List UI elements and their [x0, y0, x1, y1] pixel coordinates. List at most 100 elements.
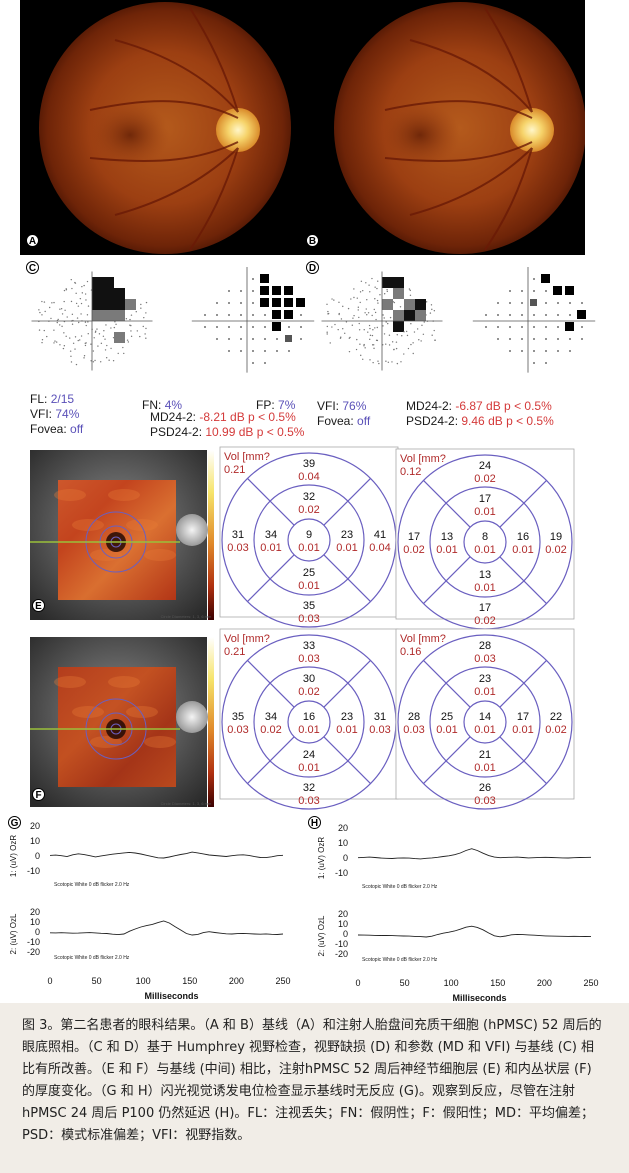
vf-prob-dot [545, 362, 547, 364]
vf-cell [92, 277, 103, 288]
vf-prob-dot [581, 326, 583, 328]
vf-dot [75, 292, 77, 295]
vf-cell [114, 310, 125, 321]
vf-dot [79, 297, 82, 300]
vf-dot [391, 361, 393, 363]
vf-dot [143, 316, 145, 319]
vf-dot [114, 321, 116, 323]
oct-heat-streak [72, 519, 104, 531]
oct-sector-divider [499, 660, 547, 708]
oct-inner-value: 21 [479, 749, 491, 761]
oct-outer-vol: 0.02 [403, 544, 424, 556]
vf-dot [326, 325, 329, 328]
vf-d-md: MD24-2: -6.87 dB p < 0.5% [406, 399, 552, 413]
vep-ytick-bottom: 0 [35, 927, 40, 937]
oct-inner-value: 13 [479, 569, 491, 581]
vf-dot [62, 347, 65, 350]
vf-dot [43, 329, 45, 332]
vf-dot [407, 347, 410, 350]
vf-dot [63, 345, 66, 347]
vep-xtick: 150 [490, 978, 505, 988]
oct-inner-vol: 0.01 [298, 580, 319, 592]
vf-prob-dot [216, 326, 218, 328]
oct-vol-label: Vol [mm? [224, 633, 270, 645]
oct-sector-ring [429, 486, 541, 598]
vf-cell [114, 332, 125, 343]
vf-dot [366, 298, 368, 301]
vf-dot [97, 345, 99, 347]
oct-outer-value: 41 [374, 529, 386, 541]
vf-dot [329, 342, 331, 344]
vf-prob-dot [557, 350, 559, 352]
vf-dot [75, 302, 78, 305]
vf-dot [378, 362, 380, 365]
oct-inner-value: 25 [303, 567, 315, 579]
vf-dot [84, 293, 87, 295]
vf-prob-dot [288, 350, 290, 352]
oct-heat-streak [54, 489, 86, 501]
oct-inner-value: 16 [517, 531, 529, 543]
vf-dot [338, 313, 340, 316]
vf-prob-dot [521, 314, 523, 316]
panel-label-c: C [26, 261, 39, 274]
vf-dot [374, 286, 376, 288]
vf-dot [396, 334, 398, 336]
vf-dot [140, 303, 142, 306]
vf-dot [393, 348, 395, 351]
figure-3: A B C D FL: 2/15 VFI: 74% Fovea: off FN:… [8, 0, 599, 1003]
vf-dot [96, 328, 98, 330]
vf-dot [342, 305, 344, 308]
vf-dot [70, 278, 72, 281]
vf-dot [433, 310, 436, 312]
vf-dot [60, 308, 63, 310]
vf-dot [84, 342, 86, 345]
vf-dot [83, 355, 86, 357]
vf-dot [412, 352, 414, 355]
vf-dot [386, 289, 388, 291]
oct-outer-vol: 0.03 [403, 724, 424, 736]
vf-dot [338, 301, 340, 304]
oct-optic-disc [176, 701, 208, 733]
oct-sector-divider [323, 554, 371, 602]
vf-cell [393, 277, 404, 288]
oct-sector-frame [395, 448, 575, 620]
vf-prob-dot [288, 326, 290, 328]
oct-inner-vol: 0.01 [512, 544, 533, 556]
vf-cell [103, 299, 114, 310]
vep-xtick: 100 [444, 978, 459, 988]
vf-dot [46, 335, 48, 338]
vf-dot [385, 343, 387, 345]
oct-inner-value: 17 [479, 493, 491, 505]
vf-prob-cell [285, 335, 292, 342]
vep-xtick: 50 [400, 978, 410, 988]
vf-dot [102, 335, 105, 337]
vf-prob-dot [569, 302, 571, 304]
vf-prob-cell [530, 299, 537, 306]
vf-prob-dot [545, 326, 547, 328]
oct-outer-value: 22 [550, 711, 562, 723]
vf-c-fp: FP: 7% [256, 398, 296, 412]
vf-dot [363, 343, 365, 346]
vep-xtick: 250 [275, 976, 290, 986]
panel-label-f: F [32, 788, 45, 801]
vf-dot [59, 324, 61, 326]
oct-sector-divider [247, 478, 295, 526]
vf-dot [140, 307, 142, 309]
vf-prob-dot [252, 278, 254, 280]
vf-prob-dot [557, 314, 559, 316]
vf-dot [81, 285, 83, 288]
vf-dot [113, 326, 116, 329]
vf-cell [92, 310, 103, 321]
vf-prob-dot [276, 350, 278, 352]
vep-xtick: 150 [182, 976, 197, 986]
vf-prob-dot [521, 338, 523, 340]
vf-prob-dot [240, 290, 242, 292]
oct-sector-divider [499, 736, 547, 784]
vep-ytick-bottom: 20 [30, 907, 40, 917]
vf-prob-dot [485, 326, 487, 328]
vf-dot [94, 331, 97, 333]
vf-dot [112, 336, 115, 339]
oct-vol-value: 0.16 [400, 646, 421, 658]
